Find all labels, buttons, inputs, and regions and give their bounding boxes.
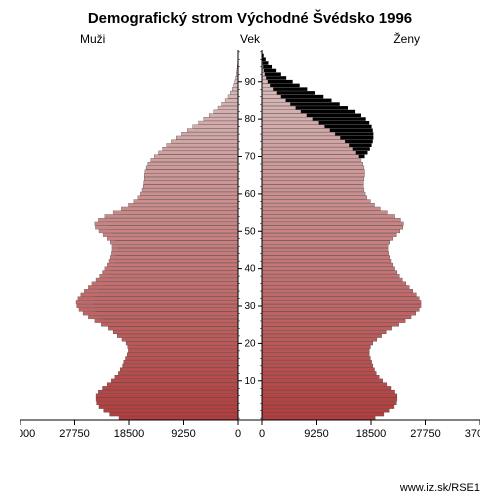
svg-text:0: 0	[235, 428, 241, 440]
svg-text:30: 30	[244, 301, 256, 312]
svg-text:37000: 37000	[20, 428, 35, 440]
watermark: www.iz.sk/RSE1	[400, 482, 480, 494]
chart-area: 0 0 9250 9250 18500 18500 27750 27750 37000 37000…	[20, 50, 480, 450]
svg-text:0: 0	[259, 428, 265, 440]
svg-text:80: 80	[244, 114, 256, 125]
svg-text:10: 10	[244, 376, 256, 387]
svg-text:18500: 18500	[114, 428, 145, 440]
chart-title: Demografický strom Východné Švédsko 1996	[0, 10, 500, 27]
svg-text:20: 20	[244, 338, 256, 349]
svg-text:27750: 27750	[59, 428, 90, 440]
svg-text:18500: 18500	[356, 428, 387, 440]
svg-text:40: 40	[244, 264, 256, 275]
svg-text:9250: 9250	[304, 428, 328, 440]
svg-text:9250: 9250	[171, 428, 195, 440]
svg-text:37000: 37000	[465, 428, 480, 440]
svg-text:60: 60	[244, 189, 256, 200]
label-female: Ženy	[393, 32, 420, 46]
label-age: Vek	[0, 32, 500, 46]
svg-text:50: 50	[244, 226, 256, 237]
svg-text:70: 70	[244, 152, 256, 163]
svg-text:90: 90	[244, 77, 256, 88]
svg-text:27750: 27750	[410, 428, 441, 440]
pyramid-svg: 0 0 9250 9250 18500 18500 27750 27750 37000 37000…	[20, 50, 480, 450]
pyramid-container: Demografický strom Východné Švédsko 1996…	[0, 0, 500, 500]
